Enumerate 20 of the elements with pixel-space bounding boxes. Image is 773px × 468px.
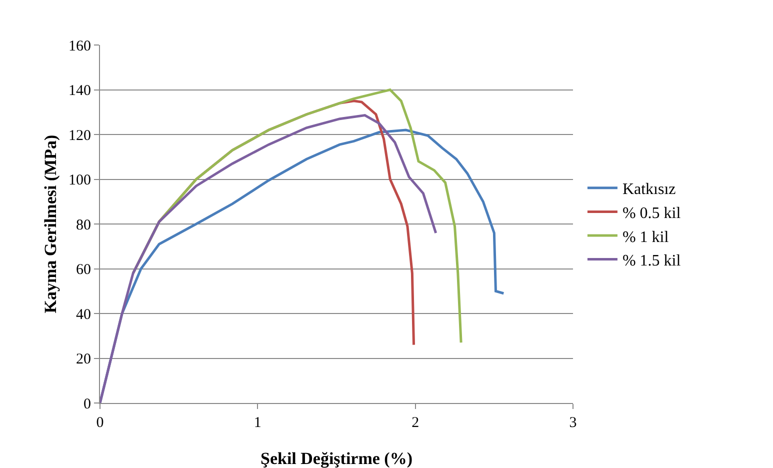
x-tick-label: 0 xyxy=(96,415,104,431)
x-tick-label: 1 xyxy=(254,415,262,431)
y-tick-label: 20 xyxy=(76,352,91,368)
legend-label: % 0.5 kil xyxy=(622,204,682,222)
y-axis-title: Kayma Gerilmesi (MPa) xyxy=(41,134,60,314)
legend-label: % 1 kil xyxy=(622,228,670,246)
y-tick-label: 160 xyxy=(68,38,91,54)
y-tick-label: 80 xyxy=(76,217,91,234)
y-tick-label: 100 xyxy=(68,172,91,188)
x-tick-label: 2 xyxy=(412,415,420,431)
y-tick-label: 40 xyxy=(76,306,91,323)
x-axis-title: Şekil Değiştirme (%) xyxy=(260,449,413,468)
line-series xyxy=(100,114,438,403)
y-tick-label: 140 xyxy=(68,83,91,99)
y-tick-label: 60 xyxy=(76,262,91,278)
legend-label: % 1.5 kil xyxy=(622,252,682,270)
y-tick-label: 120 xyxy=(68,128,91,144)
x-tick-label: 3 xyxy=(569,415,577,431)
y-tick-label: 0 xyxy=(84,396,91,412)
legend-label: Katkısız xyxy=(622,181,676,198)
